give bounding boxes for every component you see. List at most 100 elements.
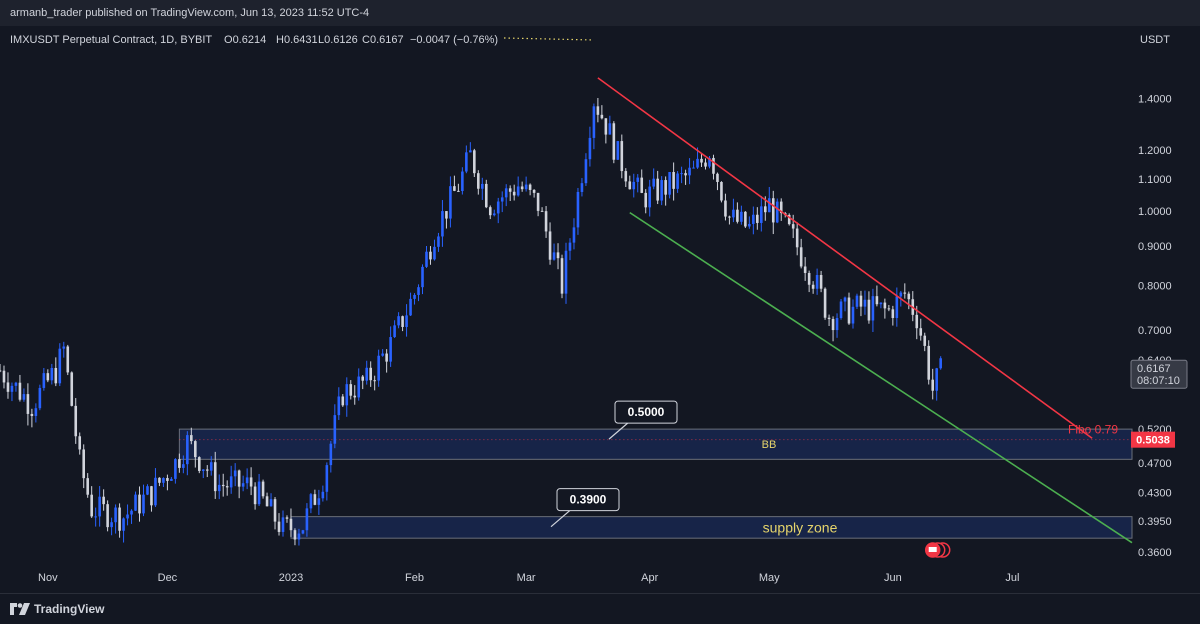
candle-body-96	[381, 353, 384, 356]
candle-body-23	[90, 494, 93, 517]
candle-body-235	[935, 368, 938, 391]
candle-body-123	[488, 207, 492, 216]
candle-body-5	[18, 382, 22, 400]
candle-body-215	[855, 295, 859, 307]
candle-body-68	[269, 499, 273, 507]
candle-body-170	[676, 173, 679, 189]
x-tick-label-5: Apr	[641, 572, 658, 584]
candle-body-97	[385, 353, 388, 362]
candle-body-54	[213, 462, 217, 492]
candle-body-150	[596, 106, 600, 115]
candle-body-145	[576, 191, 580, 228]
zone-callout-box-0	[614, 400, 678, 424]
candle-body-142	[564, 250, 568, 294]
candle-body-39	[154, 477, 157, 506]
candle-body-51	[201, 469, 205, 471]
tradingview-logo[interactable]: TradingView	[10, 602, 104, 616]
candle-body-226	[899, 292, 903, 297]
tradingview-brand: TradingView	[34, 602, 105, 616]
candle-body-234	[931, 379, 935, 391]
candle-body-15	[58, 348, 62, 384]
candle-body-37	[146, 486, 149, 495]
candle-body-62	[245, 477, 249, 484]
candle-body-189	[752, 214, 755, 224]
candle-body-72	[285, 517, 289, 519]
legend-close: 0.6167	[370, 34, 404, 46]
candle-body-77	[305, 508, 309, 531]
candles-layer	[0, 98, 942, 546]
candle-body-137	[544, 211, 548, 232]
candle-body-20	[78, 436, 82, 450]
candle-body-154	[612, 123, 616, 160]
candle-body-166	[660, 180, 663, 201]
y-tick-label-2: 1.1000	[1138, 174, 1172, 186]
candle-body-186	[740, 211, 743, 222]
fibo-price-tag	[1131, 431, 1175, 448]
candle-body-205	[815, 275, 819, 289]
y-axis: 1.4000 1.2000 1.1000 1.0000 0.9000 0.8000 0.70…	[1138, 94, 1172, 559]
candle-body-21	[82, 449, 86, 479]
legend-low-label: L	[318, 34, 324, 46]
candle-body-78	[309, 494, 313, 509]
candle-body-65	[257, 481, 261, 505]
candle-body-128	[508, 188, 512, 192]
zone-callout-box-1	[556, 488, 620, 512]
candle-body-75	[297, 533, 301, 540]
x-tick-label-8: Jul	[1005, 572, 1019, 584]
candle-body-57	[225, 486, 229, 488]
candle-body-224	[891, 309, 895, 318]
candle-body-70	[277, 521, 281, 532]
candle-body-117	[465, 152, 468, 172]
candle-body-230	[915, 314, 919, 329]
candle-body-76	[301, 530, 305, 534]
candle-body-7	[26, 394, 30, 414]
publish-header: armanb_trader published on TradingView.c…	[0, 0, 1200, 26]
tradingview-logo-icon	[10, 603, 30, 615]
x-tick-label-6: May	[759, 572, 780, 584]
candle-body-165	[656, 178, 659, 201]
candle-body-106	[421, 266, 424, 288]
candle-body-119	[473, 150, 476, 174]
candle-body-17	[66, 346, 70, 373]
candle-body-44	[174, 459, 177, 479]
candle-body-113	[449, 186, 452, 219]
candle-body-79	[313, 494, 317, 505]
candle-body-236	[939, 358, 942, 369]
candle-body-199	[791, 224, 795, 229]
candle-body-18	[70, 372, 74, 406]
candle-body-45	[178, 459, 181, 468]
candle-body-2	[6, 382, 10, 392]
candle-body-32	[126, 514, 129, 519]
candle-body-110	[437, 236, 440, 247]
y-tick-label-3: 1.0000	[1138, 206, 1172, 218]
candle-body-134	[532, 189, 536, 193]
candle-body-13	[50, 367, 54, 381]
candle-body-194	[771, 198, 775, 223]
candle-body-61	[241, 483, 245, 487]
candle-body-94	[373, 380, 376, 382]
candle-body-153	[608, 123, 612, 135]
candle-body-116	[461, 171, 464, 192]
candle-body-36	[142, 494, 145, 514]
candle-body-69	[273, 499, 277, 522]
candle-body-162	[644, 192, 648, 208]
candle-body-208	[827, 317, 831, 320]
candle-body-19	[74, 405, 78, 437]
candle-body-233	[927, 345, 931, 380]
candle-body-24	[94, 516, 97, 518]
candle-body-219	[871, 296, 875, 321]
x-tick-label-0: Nov	[38, 572, 58, 584]
candle-body-91	[361, 376, 365, 381]
candle-body-141	[560, 258, 564, 294]
trendlines-layer	[503, 37, 1133, 544]
candle-body-190	[756, 214, 759, 223]
legend-close-label: C	[362, 34, 370, 46]
zones-layer: BB 0.5000 supply zone 0.3900	[178, 400, 1133, 539]
candle-body-58	[229, 476, 233, 488]
legend-symbol: IMXUSDT Perpetual Contract, 1D, BYBIT	[10, 34, 212, 46]
candle-body-34	[134, 494, 137, 511]
zone-label-0: BB	[762, 439, 777, 451]
candle-body-223	[887, 308, 891, 310]
candle-body-171	[680, 173, 683, 175]
